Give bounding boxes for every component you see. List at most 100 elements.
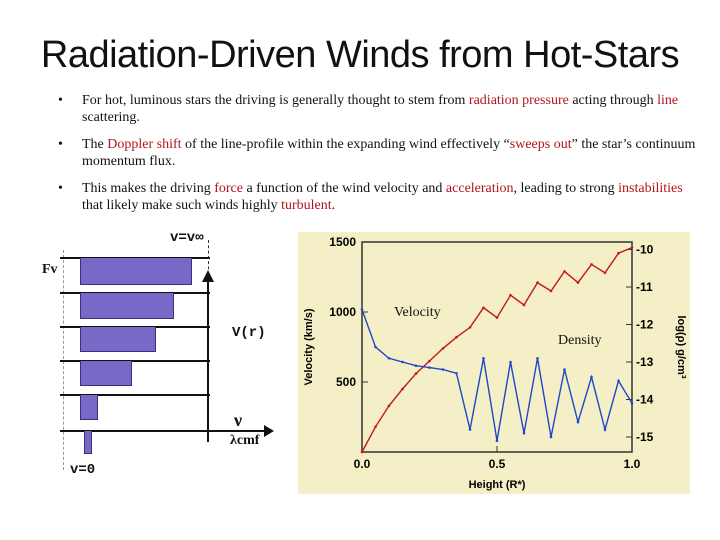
bullet-list: • For hot, luminous stars the driving is… xyxy=(58,92,698,224)
highlight-radiation-pressure: radiation pressure xyxy=(468,93,569,108)
density-point xyxy=(360,308,364,311)
density-point xyxy=(401,360,404,364)
slide-title: Radiation-Driven Winds from Hot-Stars xyxy=(40,34,680,76)
density-point xyxy=(441,368,445,371)
profile-1 xyxy=(80,258,192,285)
highlight-doppler-shift: Doppler shift xyxy=(107,137,182,152)
density-point xyxy=(549,435,553,439)
y-tick-label: 500 xyxy=(336,375,356,389)
velocity-point xyxy=(590,263,593,266)
velocity-point xyxy=(617,251,620,255)
bullet-dot: • xyxy=(58,137,63,152)
bullet-2: • The Doppler shift of the line-profile … xyxy=(58,136,698,170)
density-point xyxy=(374,345,377,349)
profile-3 xyxy=(80,327,156,352)
bullet-text: acting through xyxy=(568,93,658,108)
bullet-3: • This makes the driving force a functio… xyxy=(58,180,698,214)
y2-tick-label: -10 xyxy=(636,243,654,257)
y2-tick-label: -14 xyxy=(636,393,654,407)
velocity-point xyxy=(576,281,580,284)
velocity-point xyxy=(401,387,404,391)
profile-2 xyxy=(80,293,174,319)
bullet-dot: • xyxy=(58,93,63,108)
vinf-dashed-line xyxy=(208,240,209,280)
frequency-axis xyxy=(207,282,209,442)
highlight-sweeps-out: sweeps out xyxy=(509,137,572,152)
profile-baseline-6 xyxy=(60,430,210,432)
density-series-line xyxy=(361,309,633,441)
bullet-text: scattering. xyxy=(82,110,140,125)
density-point xyxy=(509,360,512,364)
velocity-point xyxy=(563,270,566,273)
profile-5 xyxy=(80,395,98,420)
density-point xyxy=(414,364,418,368)
highlight-instabilities: instabilities xyxy=(618,181,683,196)
y2-tick-label: -11 xyxy=(636,280,653,294)
density-point xyxy=(617,379,620,383)
y2-tick-label: -12 xyxy=(636,318,654,332)
y2-tick-label: -15 xyxy=(636,430,654,444)
highlight-turbulent: turbulent xyxy=(281,198,332,213)
density-point xyxy=(468,428,472,431)
y-axis-label: Velocity (km/s) xyxy=(303,308,315,385)
x-tick-label: 0.0 xyxy=(354,457,371,471)
velocity-density-chart: 0.0 0.5 1.0 500 1000 1500 -10 -11 -12 -13 -14 -15 He… xyxy=(298,232,690,494)
bullet-text: of the line-profile within the expanding… xyxy=(181,137,510,152)
bullet-text: a function of the wind velocity and xyxy=(242,181,446,196)
x-tick-label: 1.0 xyxy=(624,457,641,471)
velocity-point xyxy=(495,316,499,319)
density-point xyxy=(522,431,526,435)
density-point xyxy=(482,356,485,360)
velocity-point xyxy=(549,289,553,293)
profile-6 xyxy=(84,431,92,454)
velocity-point xyxy=(455,335,458,339)
velocity-point xyxy=(522,303,526,307)
density-point xyxy=(563,368,566,371)
density-point xyxy=(603,428,607,431)
density-annotation: Density xyxy=(558,333,602,348)
bullet-text: For hot, luminous stars the driving is g… xyxy=(82,93,469,108)
profile-baseline-5 xyxy=(60,394,210,396)
density-point xyxy=(428,366,431,369)
chart-svg: 0.0 0.5 1.0 500 1000 1500 -10 -11 -12 -13 -14 -15 He… xyxy=(303,235,687,491)
bullet-text: . xyxy=(331,198,336,213)
density-point xyxy=(536,356,539,360)
velocity-point xyxy=(509,293,512,297)
y2-axis-label: log(ρ) g/cm³ xyxy=(675,315,687,378)
vinf-label: v=v∞ xyxy=(170,230,204,246)
y-tick-label: 1500 xyxy=(329,235,356,249)
lambda-axis xyxy=(210,430,266,432)
vr-label: V(r) xyxy=(232,325,266,341)
velocity-point xyxy=(414,372,418,375)
x-axis-label: Height (R*) xyxy=(469,479,526,491)
velocity-annotation: Velocity xyxy=(394,305,441,320)
velocity-point xyxy=(374,425,377,429)
up-arrow-icon xyxy=(202,270,214,282)
line-profile-schematic: v=v∞ Fv V(r) ν λcmf v=0 xyxy=(20,230,290,480)
y-tick-label: 1000 xyxy=(329,305,356,319)
fv-label: Fv xyxy=(42,262,58,277)
highlight-force: force xyxy=(214,181,243,196)
density-point xyxy=(387,356,391,360)
right-arrow-icon xyxy=(264,425,274,437)
density-point xyxy=(630,401,634,405)
x-tick-label: 0.5 xyxy=(489,457,506,471)
nu-label: ν xyxy=(234,410,243,430)
profile-4 xyxy=(80,361,132,386)
velocity-point xyxy=(468,326,472,329)
lambda-cmf-label: λcmf xyxy=(230,433,260,448)
velocity-point xyxy=(428,359,431,363)
bullet-text: , leading to strong xyxy=(513,181,619,196)
velocity-point xyxy=(603,271,607,275)
density-point xyxy=(576,420,580,424)
bullet-text: ” the star’s continuum momentum flux. xyxy=(82,137,696,169)
y2-tick-label: -13 xyxy=(636,355,654,369)
velocity-point xyxy=(536,281,539,284)
velocity-series-line xyxy=(361,246,633,453)
v-zero-label: v=0 xyxy=(70,462,96,478)
highlight-acceleration: acceleration xyxy=(445,181,514,196)
highlight-line: line xyxy=(657,93,679,108)
velocity-point xyxy=(441,347,445,350)
bullet-text: that likely make such winds highly xyxy=(82,198,282,213)
density-point xyxy=(455,371,458,375)
